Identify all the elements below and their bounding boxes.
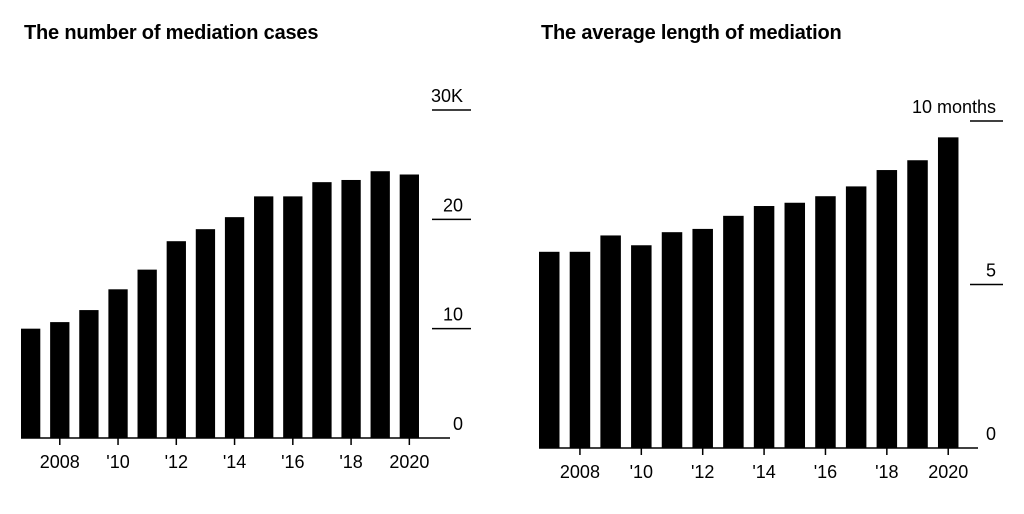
bar-2008	[50, 322, 70, 438]
bar-2007	[539, 251, 560, 448]
y-tick-label: 10	[443, 305, 463, 325]
x-tick-label: '10	[106, 452, 129, 472]
bar-2009	[600, 235, 621, 448]
y-tick-label: 0	[986, 424, 996, 444]
x-tick-label: '10	[630, 462, 653, 482]
bar-2011	[137, 269, 157, 438]
bar-2020	[399, 174, 419, 439]
y-tick-label: 30K	[431, 86, 463, 106]
bar-2018	[341, 179, 361, 438]
chart-title-cases: The number of mediation cases	[24, 22, 319, 44]
x-tick-label: '16	[281, 452, 304, 472]
chart-title-length: The average length of mediation	[541, 22, 842, 44]
bar-2014	[753, 206, 775, 448]
y-tick-label: 20	[443, 195, 463, 215]
x-tick-label: '14	[752, 462, 775, 482]
bar-2014	[224, 217, 245, 438]
bar-2018	[876, 170, 898, 449]
bar-2010	[108, 289, 128, 438]
bar-2020	[937, 137, 959, 448]
chart-cases: 0 10 20 30K 2008 '10 '12 '14 '16 '18 2020	[21, 86, 471, 472]
bar-2017	[845, 186, 867, 448]
bar-2010	[631, 245, 652, 448]
bar-2016	[815, 196, 836, 448]
x-tick-label: '12	[165, 452, 188, 472]
bar-2015	[254, 196, 274, 438]
x-tick-label: '12	[691, 462, 714, 482]
x-tick-label: 2020	[928, 462, 968, 482]
x-tick-label: 2008	[560, 462, 600, 482]
bar-2013	[723, 215, 744, 448]
y-tick-label: 5	[986, 261, 996, 281]
x-tick-label: 2008	[40, 452, 80, 472]
bar-2016	[283, 196, 303, 438]
bar-2013	[195, 229, 216, 438]
bar-2012	[692, 228, 713, 448]
x-tick-label: '14	[223, 452, 246, 472]
x-tick-label: '16	[814, 462, 837, 482]
bar-2019	[907, 160, 928, 449]
chart-length: 0 5 10 months 2008 '10 '12 '14 '16 '18 2020	[539, 97, 1003, 482]
bar-2008	[569, 251, 591, 448]
bar-2015	[784, 202, 806, 448]
x-tick-label: '18	[875, 462, 898, 482]
x-tick-label: '18	[339, 452, 362, 472]
bar-2012	[166, 241, 186, 438]
bar-2007	[21, 328, 41, 438]
bar-2011	[661, 232, 683, 448]
bar-2009	[79, 310, 99, 438]
y-tick-label: 0	[453, 414, 463, 434]
bar-2019	[370, 171, 390, 438]
y-tick-label: 10 months	[912, 97, 996, 117]
x-tick-label: 2020	[389, 452, 429, 472]
bar-2017	[312, 182, 332, 438]
